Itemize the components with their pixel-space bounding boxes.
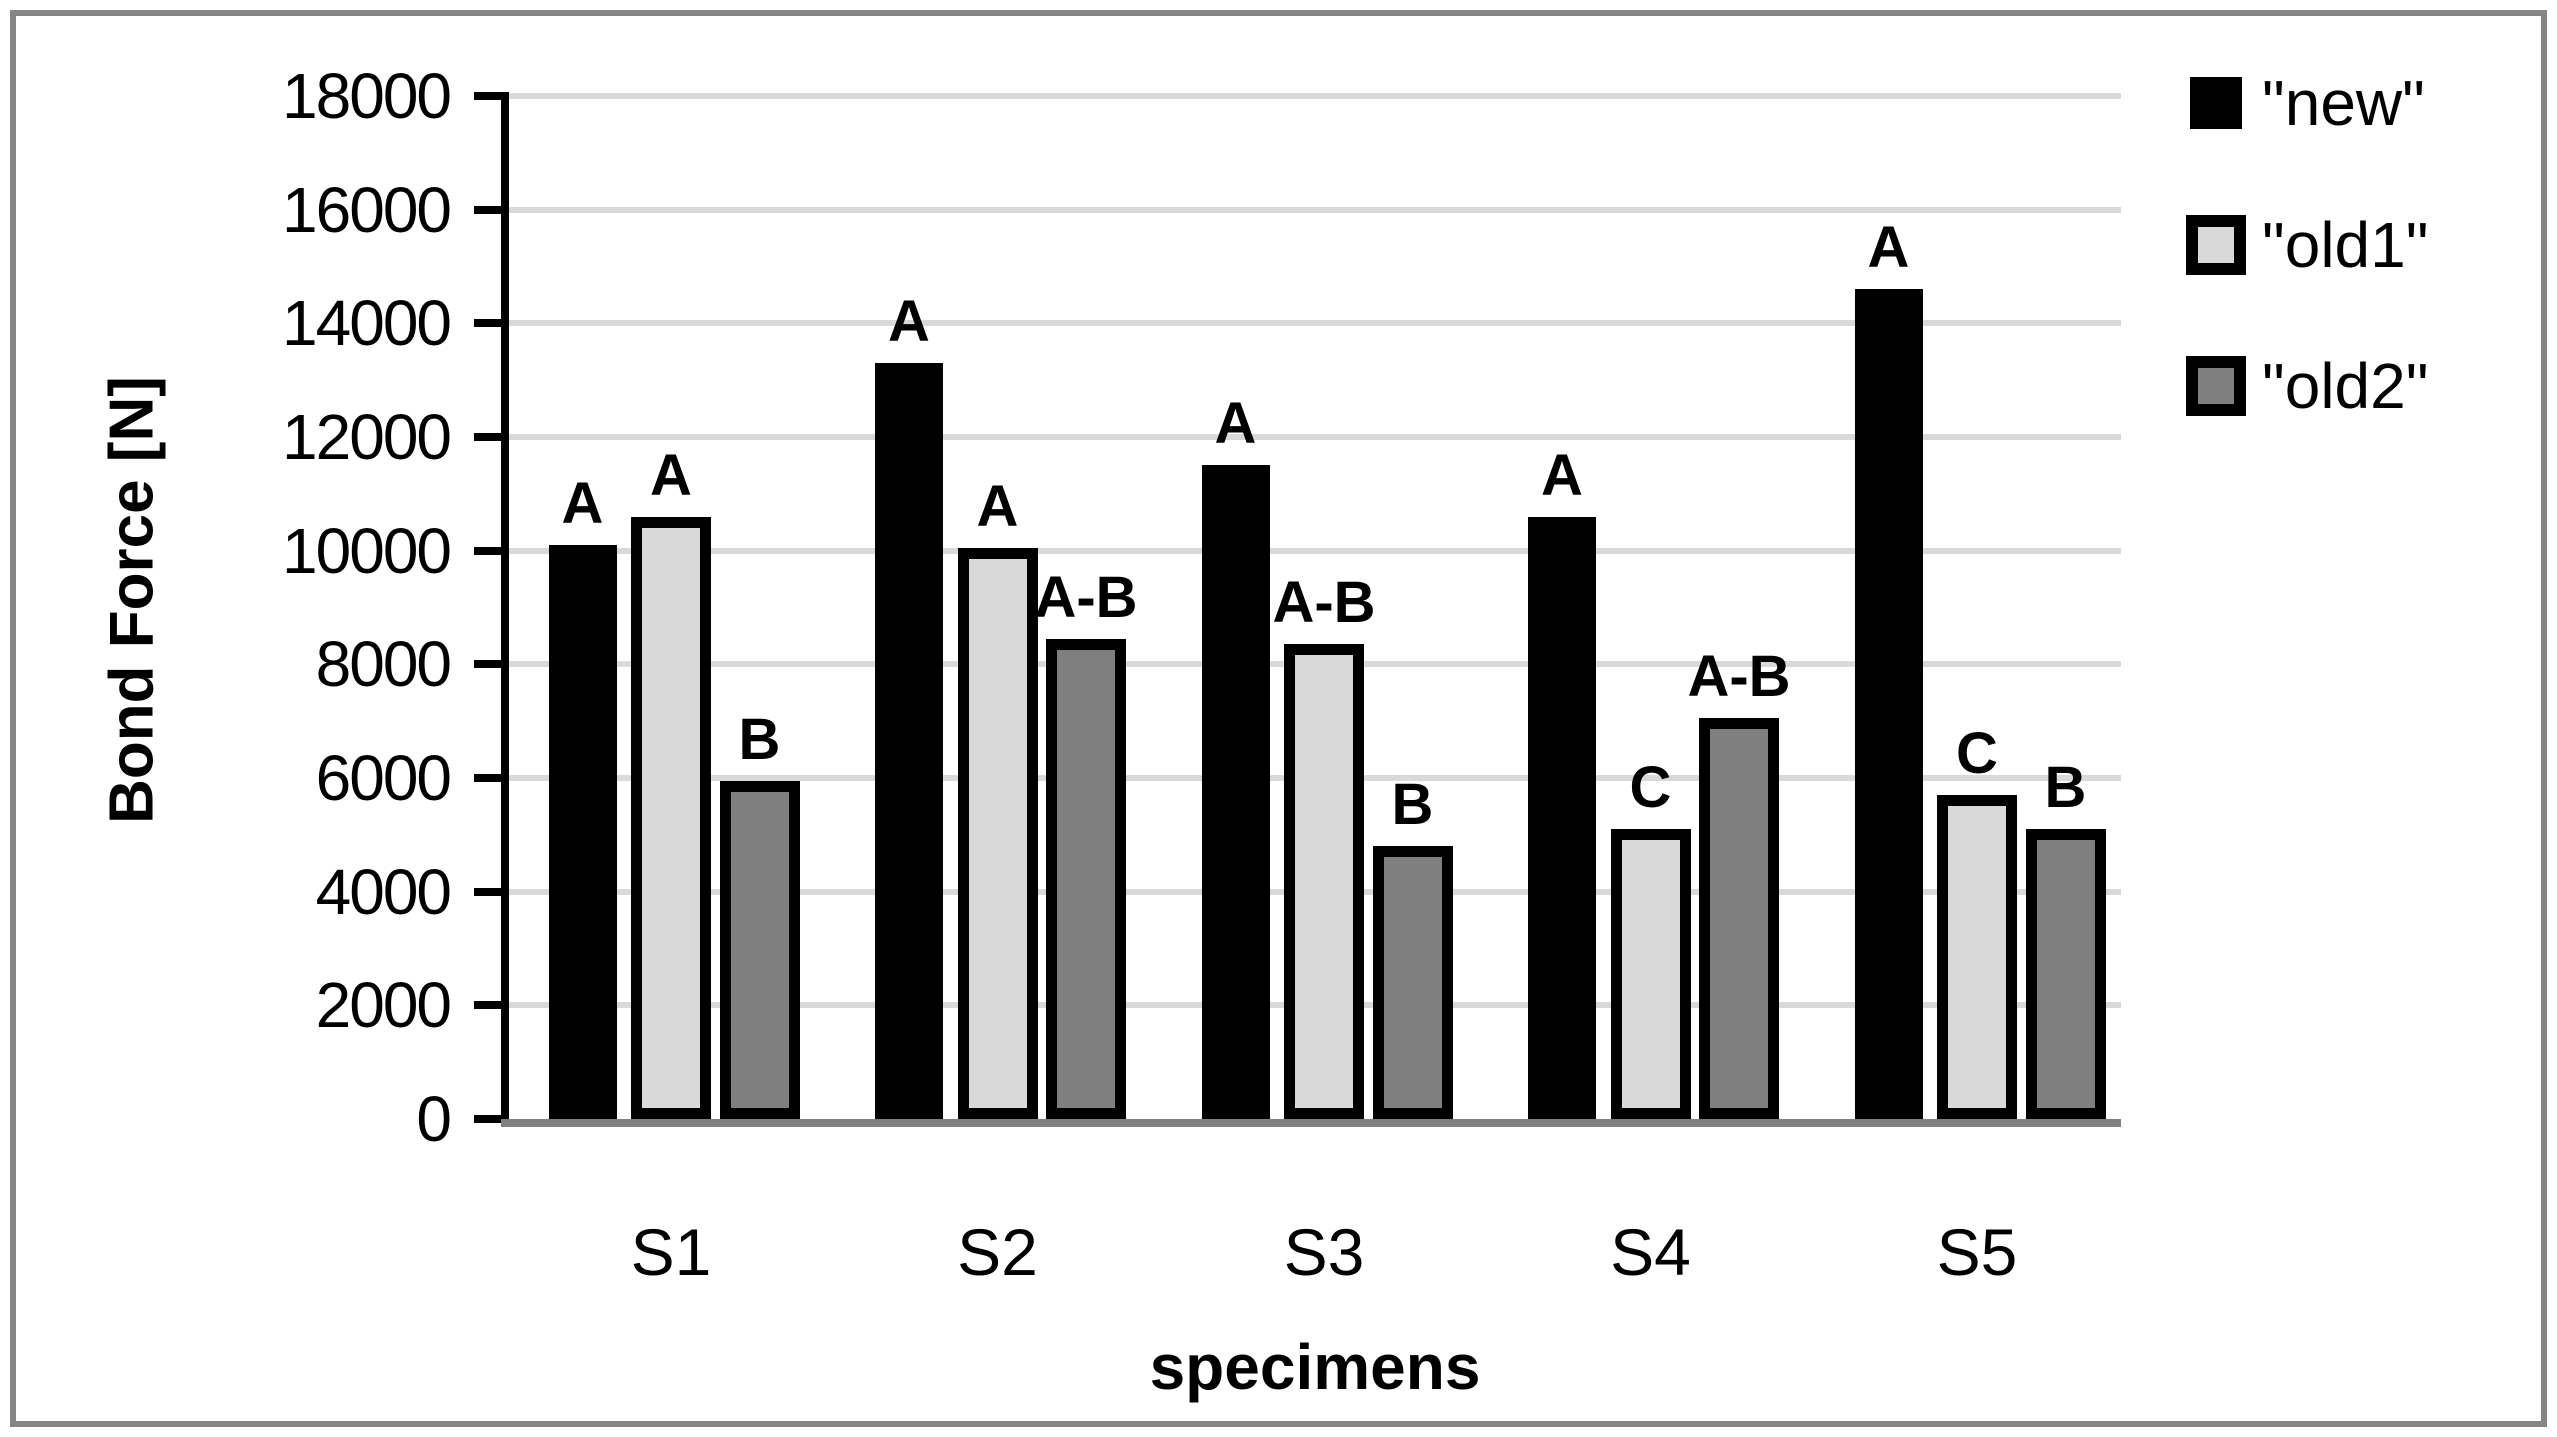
y-tick-10000	[474, 546, 501, 555]
y-tick-0	[474, 1115, 501, 1123]
y-tick-label-0: 0	[416, 1083, 452, 1155]
x-label-S3: S3	[1283, 1215, 1365, 1289]
bar-label-old2-S1: B	[738, 706, 781, 772]
y-axis-line	[501, 92, 509, 1127]
bar-label-new-S2: A	[888, 289, 930, 355]
legend-label-new: "new"	[2262, 67, 2425, 139]
y-tick-18000	[474, 92, 501, 100]
bar-new-S3	[1201, 465, 1270, 1119]
bar-label-new-S1: A	[561, 470, 604, 536]
bar-old2-S3	[1372, 846, 1453, 1119]
legend-label-old1: "old1"	[2262, 209, 2429, 281]
bar-label-old1-S3: A-B	[1272, 570, 1376, 636]
legend-swatch-old1	[2186, 215, 2246, 275]
bar-old1-S4	[1610, 829, 1691, 1119]
gridline-18000	[509, 93, 2121, 99]
y-tick-label-10000: 10000	[282, 514, 452, 587]
bar-label-old1-S5: C	[1956, 721, 1998, 787]
gridline-10000	[509, 547, 2121, 554]
bar-new-S1	[548, 544, 617, 1119]
figure-border-frame	[10, 10, 2547, 1427]
legend-swatch-old2	[2186, 356, 2246, 416]
x-axis-title: specimens	[1149, 1331, 1481, 1403]
bar-new-S4	[1528, 516, 1596, 1119]
bar-new-S5	[1854, 289, 1923, 1119]
y-tick-label-14000: 14000	[282, 287, 452, 360]
bar-old1-S3	[1284, 644, 1364, 1119]
legend-swatch-new	[2190, 77, 2242, 129]
bar-label-old2-S4: A-B	[1687, 644, 1791, 710]
y-tick-4000	[474, 887, 501, 896]
bar-label-old1-S4: C	[1629, 755, 1672, 821]
y-tick-12000	[474, 433, 501, 441]
gridline-12000	[509, 434, 2121, 440]
y-tick-label-8000: 8000	[315, 628, 452, 701]
x-axis-baseline	[501, 1119, 2121, 1127]
bar-label-old2-S3: B	[1391, 772, 1434, 838]
bar-old1-S1	[631, 516, 711, 1119]
bar-old2-S5	[2025, 829, 2106, 1119]
y-tick-16000	[474, 205, 501, 214]
legend-label-old2: "old2"	[2262, 350, 2429, 422]
bar-old1-S2	[957, 547, 1038, 1119]
x-label-S5: S5	[1936, 1215, 2018, 1289]
bar-label-old1-S1: A	[650, 442, 692, 508]
y-tick-label-16000: 16000	[282, 173, 452, 246]
y-tick-label-18000: 18000	[282, 60, 452, 132]
bar-label-old2-S5: B	[2044, 755, 2087, 821]
bar-label-new-S4: A	[1541, 442, 1583, 508]
gridline-16000	[509, 206, 2121, 213]
y-tick-8000	[474, 660, 501, 669]
y-tick-label-12000: 12000	[282, 401, 452, 473]
y-tick-14000	[474, 319, 501, 328]
bar-label-new-S5: A	[1867, 215, 1910, 281]
bar-label-new-S3: A	[1214, 391, 1257, 457]
x-label-S1: S1	[630, 1215, 712, 1289]
bar-old1-S5	[1937, 795, 2017, 1119]
y-tick-label-4000: 4000	[315, 855, 452, 928]
bar-old2-S2	[1046, 638, 1126, 1119]
y-tick-label-2000: 2000	[315, 969, 452, 1042]
bar-label-old2-S2: A-B	[1034, 564, 1138, 630]
x-label-S4: S4	[1610, 1215, 1691, 1289]
bar-old2-S4	[1699, 718, 1779, 1119]
x-label-S2: S2	[957, 1215, 1038, 1289]
bar-old2-S1	[719, 780, 800, 1119]
bar-label-old1-S2: A	[976, 473, 1019, 539]
y-tick-6000	[474, 774, 501, 782]
bar-new-S2	[875, 363, 943, 1119]
y-tick-label-6000: 6000	[315, 742, 452, 814]
y-tick-2000	[474, 1001, 501, 1010]
y-axis-title: Bond Force [N]	[97, 376, 167, 824]
gridline-14000	[509, 320, 2121, 327]
